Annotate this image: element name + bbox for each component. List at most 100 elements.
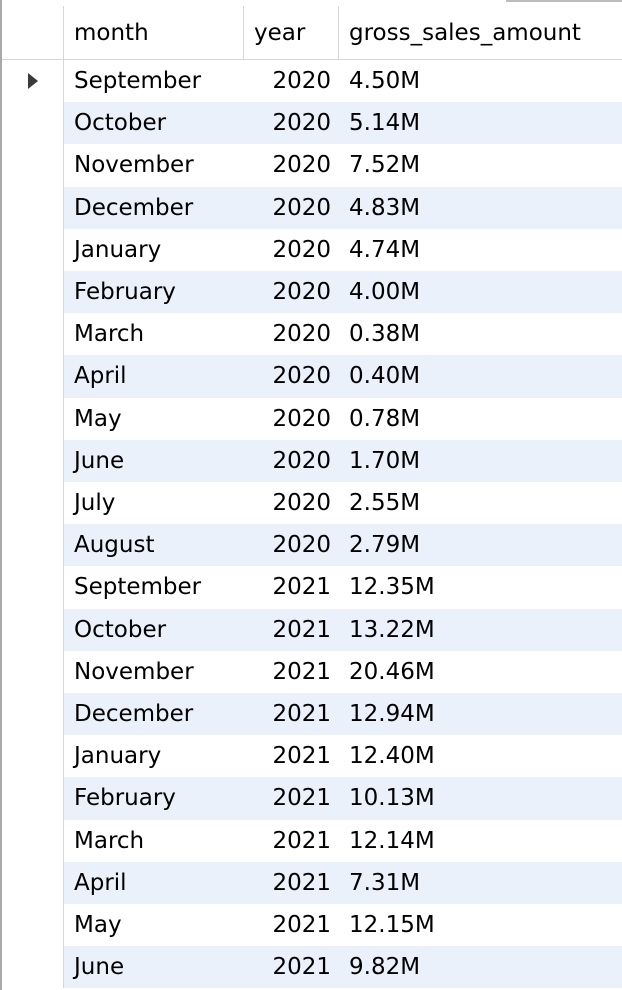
cell-year[interactable]: 2020 (272, 405, 331, 432)
cell-gross-sales-amount[interactable]: 0.78M (349, 405, 421, 432)
cell-year[interactable]: 2020 (272, 321, 331, 348)
cell-month[interactable]: July (74, 490, 116, 517)
cell-year[interactable]: 2021 (272, 912, 331, 939)
row-selector[interactable] (2, 777, 64, 820)
cell-gross-sales-amount[interactable]: 0.40M (349, 363, 421, 390)
cell-month[interactable]: June (74, 447, 125, 474)
row-selector[interactable] (2, 904, 64, 947)
row-selector[interactable] (2, 693, 64, 736)
row-selector[interactable] (2, 524, 64, 567)
cell-year[interactable]: 2020 (272, 447, 331, 474)
table-row[interactable]: March 2021 12.14M (2, 819, 622, 862)
cell-year[interactable]: 2021 (272, 785, 331, 812)
cell-month[interactable]: August (74, 532, 155, 559)
cell-year[interactable]: 2020 (272, 236, 331, 263)
table-row[interactable]: April 2020 0.40M (2, 355, 622, 398)
table-row[interactable]: March 2020 0.38M (2, 313, 622, 356)
cell-month[interactable]: December (74, 194, 194, 221)
cell-month[interactable]: March (74, 827, 145, 854)
table-row[interactable]: June 2020 1.70M (2, 439, 622, 482)
cell-year[interactable]: 2020 (272, 194, 331, 221)
table-row[interactable]: April 2021 7.31M (2, 861, 622, 904)
row-selector[interactable] (2, 946, 64, 989)
cell-gross-sales-amount[interactable]: 5.14M (349, 110, 421, 137)
row-selector-header[interactable] (2, 6, 64, 59)
row-selector[interactable] (2, 650, 64, 693)
cell-gross-sales-amount[interactable]: 7.52M (349, 152, 421, 179)
table-row[interactable]: November 2020 7.52M (2, 144, 622, 187)
cell-month[interactable]: May (74, 912, 122, 939)
table-row[interactable]: September 2021 12.35M (2, 566, 622, 609)
table-row[interactable]: June 2021 9.82M (2, 946, 622, 989)
row-selector[interactable] (2, 482, 64, 525)
cell-gross-sales-amount[interactable]: 1.70M (349, 447, 421, 474)
cell-gross-sales-amount[interactable]: 12.94M (349, 701, 435, 728)
row-selector[interactable] (2, 144, 64, 187)
cell-gross-sales-amount[interactable]: 7.31M (349, 869, 421, 896)
cell-month[interactable]: December (74, 701, 194, 728)
cell-year[interactable]: 2020 (272, 490, 331, 517)
row-selector[interactable] (2, 355, 64, 398)
cell-gross-sales-amount[interactable]: 4.00M (349, 279, 421, 306)
table-row[interactable]: January 2020 4.74M (2, 228, 622, 271)
table-row[interactable]: May 2020 0.78M (2, 397, 622, 440)
row-selector[interactable] (2, 313, 64, 356)
cell-month[interactable]: January (74, 236, 162, 263)
row-selector[interactable] (2, 186, 64, 229)
table-row[interactable]: December 2020 4.83M (2, 186, 622, 229)
row-selector[interactable] (2, 228, 64, 271)
table-row[interactable]: February 2021 10.13M (2, 777, 622, 820)
cell-gross-sales-amount[interactable]: 12.14M (349, 827, 435, 854)
cell-year[interactable]: 2021 (272, 869, 331, 896)
cell-month[interactable]: October (74, 616, 167, 643)
cell-gross-sales-amount[interactable]: 12.15M (349, 912, 435, 939)
row-selector[interactable] (2, 735, 64, 778)
table-row[interactable]: December 2021 12.94M (2, 693, 622, 736)
cell-year[interactable]: 2020 (272, 279, 331, 306)
cell-gross-sales-amount[interactable]: 0.38M (349, 321, 421, 348)
cell-gross-sales-amount[interactable]: 12.40M (349, 743, 435, 770)
cell-year[interactable]: 2021 (272, 827, 331, 854)
column-header-year[interactable]: year (244, 6, 339, 59)
cell-gross-sales-amount[interactable]: 2.55M (349, 490, 421, 517)
cell-gross-sales-amount[interactable]: 4.50M (349, 68, 421, 95)
row-selector[interactable] (2, 608, 64, 651)
row-selector[interactable] (2, 102, 64, 145)
cell-gross-sales-amount[interactable]: 4.74M (349, 236, 421, 263)
cell-month[interactable]: April (74, 363, 127, 390)
cell-month[interactable]: November (74, 152, 194, 179)
cell-year[interactable]: 2021 (272, 574, 331, 601)
cell-year[interactable]: 2020 (272, 532, 331, 559)
cell-year[interactable]: 2020 (272, 152, 331, 179)
cell-month[interactable]: September (74, 574, 202, 601)
table-row[interactable]: September 2020 4.50M (2, 60, 622, 103)
column-header-gross-sales-amount[interactable]: gross_sales_amount (349, 19, 581, 46)
table-row[interactable]: January 2021 12.40M (2, 735, 622, 778)
cell-month[interactable]: May (74, 405, 122, 432)
table-row[interactable]: August 2020 2.79M (2, 524, 622, 567)
cell-month[interactable]: September (74, 68, 202, 95)
cell-year[interactable]: 2020 (272, 68, 331, 95)
cell-year[interactable]: 2020 (272, 110, 331, 137)
cell-year[interactable]: 2021 (272, 954, 331, 981)
cell-year[interactable]: 2020 (272, 363, 331, 390)
table-row[interactable]: July 2020 2.55M (2, 482, 622, 525)
table-row[interactable]: November 2021 20.46M (2, 650, 622, 693)
table-row[interactable]: October 2021 13.22M (2, 608, 622, 651)
cell-gross-sales-amount[interactable]: 12.35M (349, 574, 435, 601)
row-selector[interactable] (2, 60, 64, 103)
cell-month[interactable]: October (74, 110, 167, 137)
table-row[interactable]: February 2020 4.00M (2, 271, 622, 314)
cell-year[interactable]: 2021 (272, 616, 331, 643)
cell-month[interactable]: March (74, 321, 145, 348)
table-row[interactable]: May 2021 12.15M (2, 904, 622, 947)
cell-month[interactable]: February (74, 785, 176, 812)
cell-month[interactable]: January (74, 743, 162, 770)
cell-gross-sales-amount[interactable]: 10.13M (349, 785, 435, 812)
cell-year[interactable]: 2021 (272, 743, 331, 770)
cell-month[interactable]: February (74, 279, 176, 306)
cell-year[interactable]: 2021 (272, 658, 331, 685)
table-row[interactable]: October 2020 5.14M (2, 102, 622, 145)
cell-gross-sales-amount[interactable]: 9.82M (349, 954, 421, 981)
